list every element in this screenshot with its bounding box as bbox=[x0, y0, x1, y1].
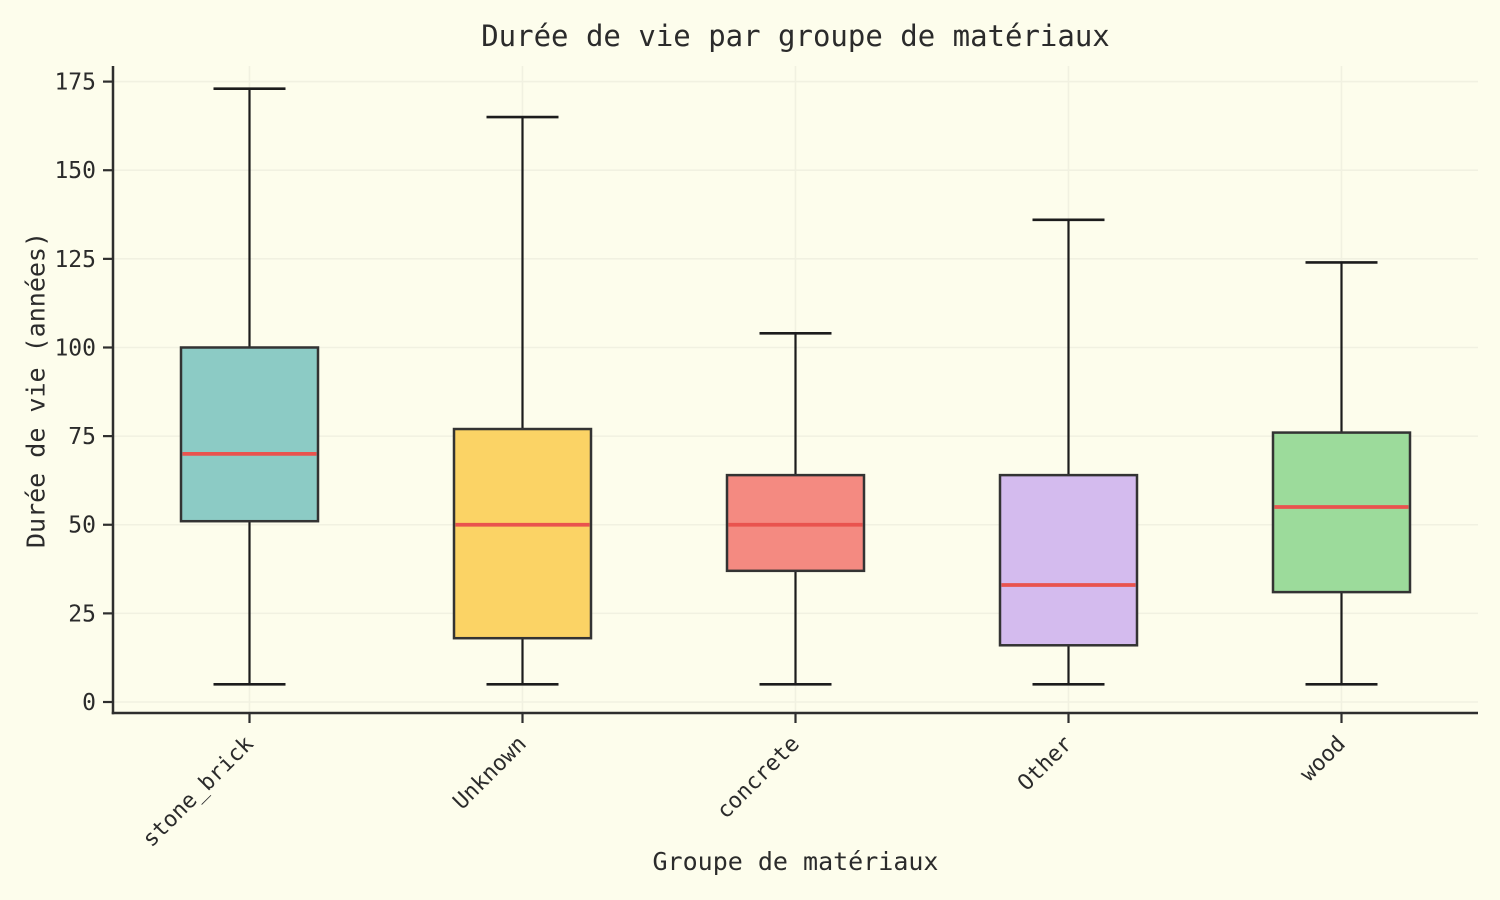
box-wood bbox=[1271, 431, 1412, 594]
x-category-label: Unknown bbox=[449, 732, 532, 815]
x-axis-label: Groupe de matériaux bbox=[652, 847, 939, 876]
x-category-label: stone_brick bbox=[138, 732, 259, 853]
x-category-label: wood bbox=[1296, 732, 1351, 787]
box-Unknown bbox=[452, 427, 593, 640]
y-tick-label: 0 bbox=[82, 690, 96, 716]
box-Other bbox=[998, 473, 1139, 647]
x-category-label: Other bbox=[1013, 732, 1078, 797]
y-tick-label: 25 bbox=[68, 601, 96, 627]
y-tick-label: 50 bbox=[68, 513, 96, 539]
box-stone_brick bbox=[179, 346, 320, 523]
y-tick-label: 125 bbox=[54, 247, 96, 273]
y-tick-label: 100 bbox=[54, 335, 96, 361]
y-tick-label: 150 bbox=[54, 158, 96, 184]
y-tick-label: 75 bbox=[68, 424, 96, 450]
y-tick-label: 175 bbox=[54, 70, 96, 96]
chart-title: Durée de vie par groupe de matériaux bbox=[481, 19, 1110, 53]
x-category-label: concrete bbox=[712, 732, 805, 825]
